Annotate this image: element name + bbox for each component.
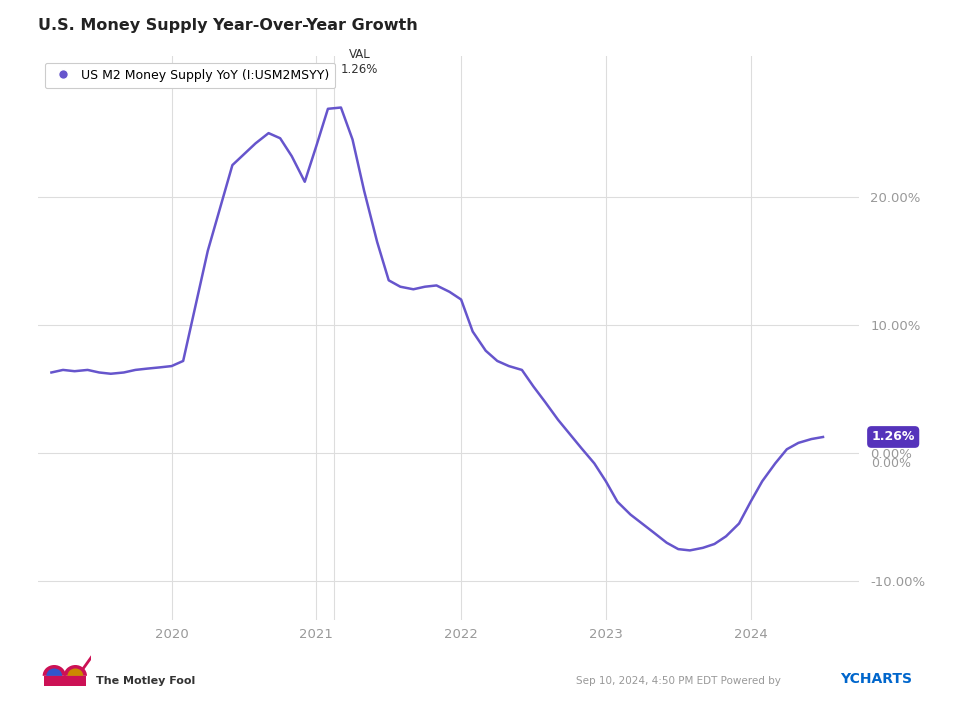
Text: The Motley Fool: The Motley Fool xyxy=(96,677,195,686)
Wedge shape xyxy=(63,665,87,676)
Text: VAL
1.26%: VAL 1.26% xyxy=(341,47,378,75)
Text: U.S. Money Supply Year-Over-Year Growth: U.S. Money Supply Year-Over-Year Growth xyxy=(38,18,419,32)
Polygon shape xyxy=(44,676,86,686)
Wedge shape xyxy=(42,665,66,676)
Text: YCHARTS: YCHARTS xyxy=(840,672,912,686)
Text: 1.26%: 1.26% xyxy=(872,430,915,444)
Text: 0.00%: 0.00% xyxy=(872,457,911,470)
Legend: US M2 Money Supply YoY (I:USM2MSYY): US M2 Money Supply YoY (I:USM2MSYY) xyxy=(45,63,335,88)
Wedge shape xyxy=(67,669,84,676)
Wedge shape xyxy=(46,669,62,676)
Circle shape xyxy=(92,649,99,655)
Text: Sep 10, 2024, 4:50 PM EDT Powered by: Sep 10, 2024, 4:50 PM EDT Powered by xyxy=(576,677,784,686)
